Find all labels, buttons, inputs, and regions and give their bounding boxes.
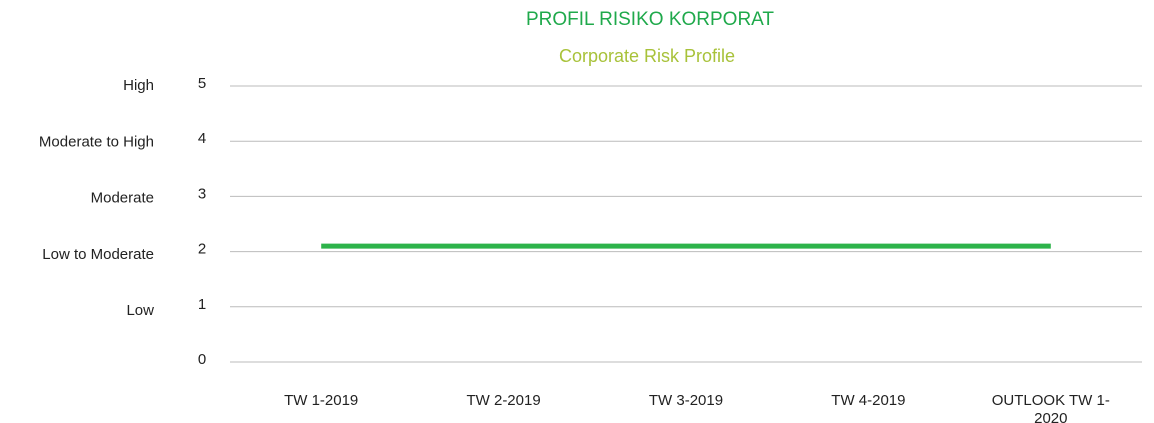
- risk-level-label: Moderate to High: [39, 133, 154, 150]
- x-tick-label: OUTLOOK TW 1-2020: [991, 392, 1110, 423]
- risk-level-label: Low to Moderate: [42, 246, 154, 263]
- x-tick-label: TW 3-2019: [648, 392, 724, 409]
- y-tick-label: 4: [198, 130, 206, 147]
- y-tick-label: 3: [198, 185, 206, 202]
- y-tick-label: 2: [198, 241, 206, 258]
- x-tick-label: TW 4-2019: [831, 392, 906, 409]
- risk-level-label: Low: [126, 302, 154, 319]
- y-tick-label: 1: [198, 296, 206, 313]
- x-tick-label: TW 1-2019: [284, 392, 359, 409]
- y-tick-label: 0: [198, 351, 206, 368]
- chart-title: PROFIL RISIKO KORPORAT: [526, 9, 774, 30]
- y-tick-label: 5: [198, 75, 206, 92]
- risk-level-label: Moderate: [91, 190, 154, 207]
- risk-level-label: High: [123, 77, 154, 94]
- chart-subtitle: Corporate Risk Profile: [559, 46, 735, 66]
- x-tick-label: TW 2-2019: [466, 392, 541, 409]
